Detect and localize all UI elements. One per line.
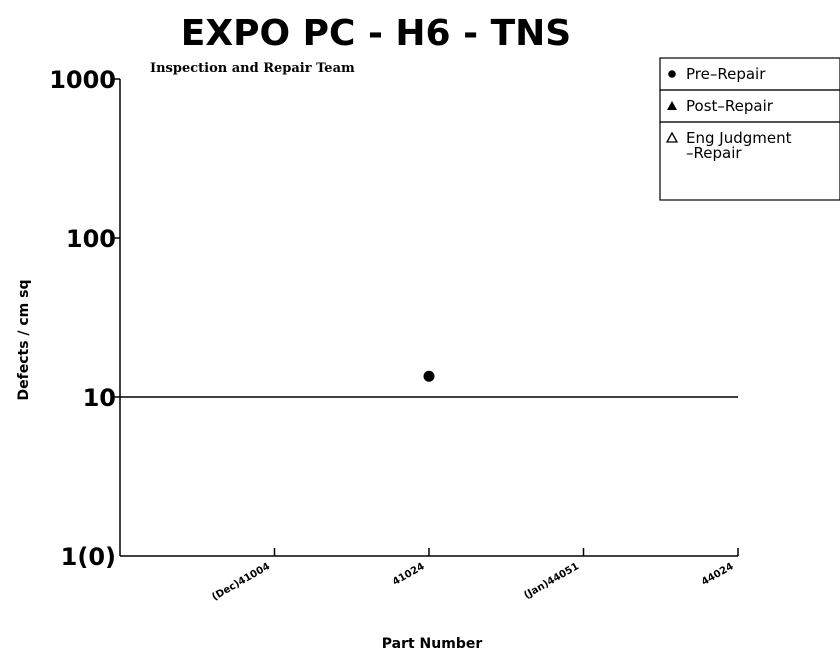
x-tick-label: (Jan)44051 — [522, 561, 581, 601]
legend-label: Pre–Repair — [686, 65, 766, 83]
y-tick-label: 10 — [83, 384, 116, 412]
filled-triangle-icon — [667, 101, 677, 110]
y-tick-labels: 1000 100 10 1(0) — [49, 66, 116, 571]
legend-label: Post–Repair — [686, 97, 774, 115]
legend-label: –Repair — [686, 144, 742, 162]
x-tick-labels: (Dec)41004 41024 (Jan)44051 44024 — [210, 561, 735, 603]
open-triangle-icon — [665, 131, 679, 143]
filled-circle-icon — [668, 70, 676, 78]
legend-row-box — [659, 121, 840, 201]
legend-label: Eng Judgment — [686, 129, 792, 147]
data-points — [423, 370, 435, 382]
y-axis-label: Defects / cm sq — [16, 279, 32, 400]
y-tick-label: 1(0) — [61, 543, 116, 571]
x-tick-label: (Dec)41004 — [210, 561, 272, 603]
x-axis-label: Part Number — [382, 636, 483, 652]
legend: Pre–Repair Post–Repair Eng Judgment–Repair — [659, 57, 840, 201]
chart-subtitle: Inspection and Repair Team — [150, 61, 355, 76]
y-tick-label: 1000 — [49, 66, 116, 94]
chart-title: EXPO PC - H6 - TNS — [181, 13, 571, 54]
data-point-filled-circle — [423, 370, 435, 382]
x-tick-label: 44024 — [700, 561, 736, 588]
axes — [112, 78, 739, 557]
x-tick-label: 41024 — [391, 561, 427, 588]
y-tick-label: 100 — [66, 225, 116, 253]
